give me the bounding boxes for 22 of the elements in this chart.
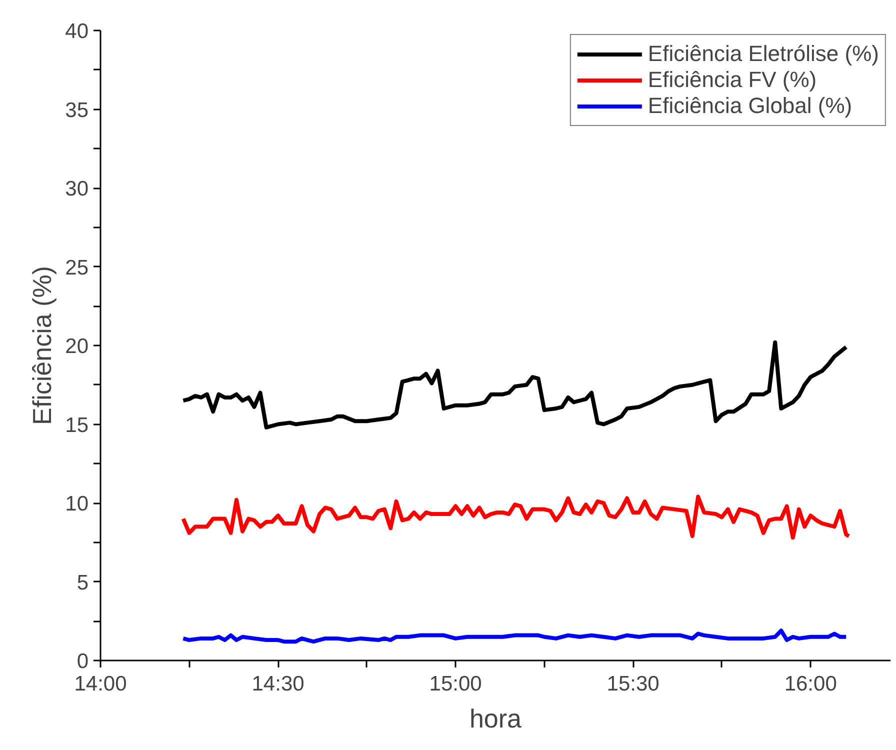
legend-label: Eficiência FV (%) xyxy=(648,67,817,93)
line-series xyxy=(181,628,848,644)
x-tick-label: 14:00 xyxy=(74,672,127,696)
legend-label: Eficiência Global (%) xyxy=(648,93,852,119)
y-tick-label: 15 xyxy=(65,414,88,437)
y-tick-label: 20 xyxy=(65,335,88,358)
y-tick-label: 30 xyxy=(65,178,88,200)
y-tick-label: 10 xyxy=(65,492,88,516)
line-series xyxy=(181,340,848,430)
legend-label: Eficiência Eletrólise (%) xyxy=(648,41,879,67)
x-tick-label: 15:30 xyxy=(606,672,660,696)
y-tick-label: 35 xyxy=(65,98,88,122)
y-tick-label: 25 xyxy=(65,256,88,280)
y-tick-label: 0 xyxy=(76,650,89,673)
x-tick-label: 14:30 xyxy=(252,672,304,696)
y-axis-title: Eficiência (%) xyxy=(27,266,58,425)
x-axis-title: hora xyxy=(469,704,522,734)
x-tick-label: 15:00 xyxy=(429,672,482,696)
y-tick-label: 40 xyxy=(65,20,88,43)
x-tick-label: 16:00 xyxy=(784,672,837,696)
y-tick-label: 5 xyxy=(76,571,89,594)
line-series xyxy=(181,494,851,540)
